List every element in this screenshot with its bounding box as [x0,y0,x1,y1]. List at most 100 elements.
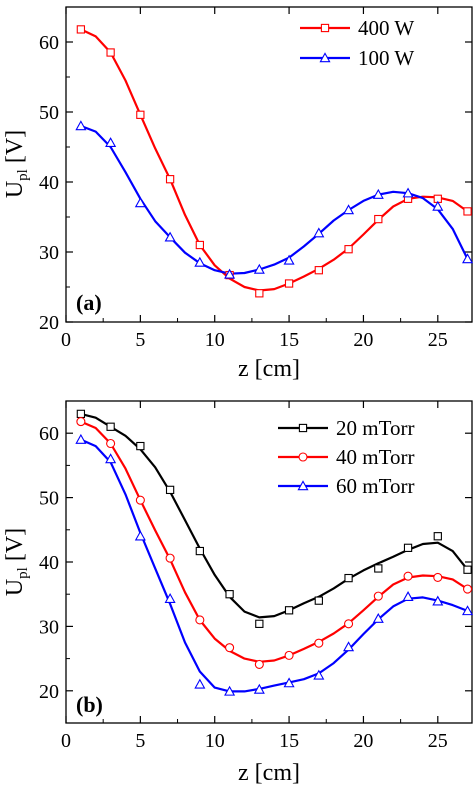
data-point [253,683,265,694]
data-point [106,438,116,449]
data-point [255,619,264,628]
panel-b: 0 5 10 15 20 25 20 30 40 50 60 20 mTorr 40 mTorr 60 … [2,400,474,786]
data-point [75,120,87,131]
data-point [76,409,86,419]
legend-label: 40 mTorr [336,445,414,469]
y-tick-label: 20 [39,681,59,703]
data-point [76,25,86,34]
data-point [194,256,206,267]
marker-layer [75,409,474,696]
data-point [136,441,145,451]
data-point [283,677,295,688]
data-point [136,110,145,119]
data-point [373,591,383,601]
data-point [165,485,175,495]
data-point [195,546,204,556]
data-point [432,200,444,211]
data-point [195,240,204,250]
y-tick-label: 30 [39,242,59,264]
series-line [80,420,469,663]
data-point [402,187,414,198]
data-point [314,638,324,648]
data-point [254,659,264,669]
x-tick-label: 5 [135,730,145,752]
curve-layer [80,412,469,693]
x-tick-label: 10 [205,730,225,752]
y-tick-label: 40 [39,552,59,574]
data-point [463,207,472,216]
x-tick-label: 20 [353,730,373,752]
x-tick-label: 0 [61,329,71,351]
x-tick-label: 20 [353,329,373,351]
data-point [343,641,355,652]
legend: 20 mTorr 40 mTorr 60 mTorr [278,416,414,498]
data-point [374,564,383,573]
data-point [344,619,354,629]
y-tick-label: 60 [39,423,59,445]
data-point [283,254,295,265]
y-tick-label: 60 [39,32,59,54]
data-point [255,289,264,298]
data-point [76,417,86,427]
data-point [253,263,265,274]
marker-layer [75,25,474,298]
legend-marker [298,452,308,462]
x-tick-label: 25 [428,329,448,351]
data-point [403,543,413,552]
data-point [433,572,443,583]
legend-marker [298,423,308,433]
series-line [80,438,468,693]
x-tick-label: 0 [61,730,71,752]
panel-label: (a) [76,290,102,315]
legend-label: 400 W [358,16,414,40]
data-point [105,453,117,464]
data-point [462,605,474,616]
data-point [344,245,353,254]
data-point [105,137,117,148]
data-point [75,433,87,444]
legend-marker [297,480,309,491]
data-point [402,591,414,602]
x-axis-label: z [cm] [238,356,300,382]
data-point [284,650,294,660]
legend-marker [319,52,331,63]
data-point [372,612,384,623]
data-point [135,495,145,505]
data-point [106,48,115,57]
data-point [195,615,205,625]
data-point [134,530,146,541]
data-point [372,188,384,199]
legend-label: 20 mTorr [336,416,414,440]
data-point [314,596,323,605]
y-axis-label: Upl [V] [2,130,31,198]
series-line [80,412,469,619]
y-tick-label: 20 [39,312,59,334]
data-point [313,669,325,680]
data-point [164,231,176,242]
y-tick-label: 50 [39,102,59,124]
legend-label: 60 mTorr [336,474,414,498]
x-tick-label: 10 [205,329,225,351]
data-point [462,584,473,594]
x-tick-label: 15 [279,329,299,351]
data-point [225,590,234,599]
x-axis-label: z [cm] [238,760,300,786]
data-point [284,606,294,615]
data-point [343,204,355,215]
plot-frame [65,6,473,323]
data-point [134,197,146,208]
data-point [165,175,175,184]
data-point [164,592,176,603]
data-point [463,565,472,574]
y-tick-label: 40 [39,172,59,194]
data-point [194,678,206,689]
data-point [225,643,235,653]
data-point [433,532,442,541]
data-point [462,253,474,264]
x-tick-label: 25 [428,730,448,752]
y-tick-label: 50 [39,488,59,510]
data-point [165,553,175,563]
data-point [224,268,236,279]
series-line [80,28,469,292]
data-point [344,573,353,583]
